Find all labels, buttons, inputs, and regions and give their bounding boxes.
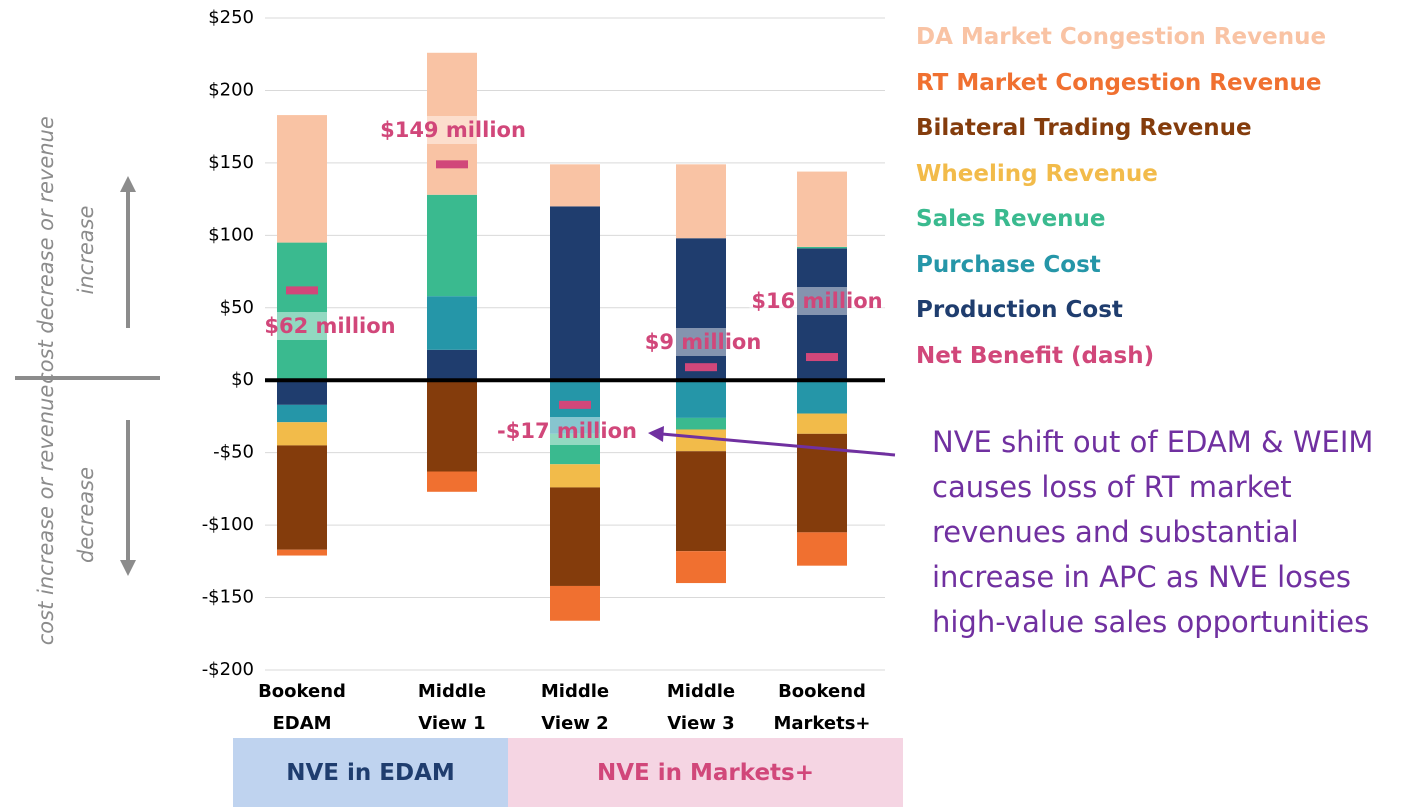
bar-segment	[797, 413, 847, 434]
group-label: NVE in EDAM	[233, 738, 508, 807]
value-label: $9 million	[645, 330, 762, 354]
bar-segment	[277, 445, 327, 550]
bar-segment	[427, 52, 477, 195]
y-tick-label: $150	[208, 152, 254, 173]
y-tick-label: -$50	[213, 442, 254, 463]
bar-segment	[550, 164, 600, 207]
bar-segment	[797, 171, 847, 247]
bar-segment	[427, 296, 477, 350]
value-label: $149 million	[380, 118, 526, 142]
legend-entry: DA Market Congestion Revenue	[916, 24, 1327, 50]
bar-segment	[427, 349, 477, 381]
bar-segment	[797, 532, 847, 566]
bar-segment	[550, 433, 600, 465]
legend-entry: Net Benefit (dash)	[916, 342, 1155, 369]
annotation: NVE shift out of EDAM & WEIM causes loss…	[932, 425, 1374, 639]
bar-segment	[550, 487, 600, 586]
x-tick-label: Middle View 2	[540, 681, 610, 734]
net-benefit-dash	[559, 400, 591, 409]
bar-segment	[277, 115, 327, 243]
y-tick-label: $100	[208, 224, 254, 245]
label-bg	[642, 328, 764, 356]
y-tick-label: -$150	[202, 587, 254, 608]
bar-segment	[277, 549, 327, 556]
axis-note: cost increase or revenue decrease	[34, 384, 98, 646]
bar-segment	[797, 380, 847, 414]
value-label: -$17 million	[497, 419, 637, 443]
bar-segment	[277, 242, 327, 381]
up-arrow-head	[120, 176, 136, 192]
legend-entry: Sales Revenue	[916, 206, 1106, 232]
annotation-arrow-head	[648, 426, 664, 442]
bar-segment	[427, 471, 477, 492]
value-label: $16 million	[751, 289, 882, 313]
bar-segment	[797, 246, 847, 249]
bar-segment	[550, 585, 600, 621]
legend-entry: Wheeling Revenue	[916, 160, 1158, 187]
value-label: $62 million	[264, 314, 395, 338]
bar-segment	[277, 380, 327, 405]
bar-segment	[676, 164, 726, 239]
bar-segment	[277, 422, 327, 446]
net-benefit-dash	[806, 353, 838, 362]
x-tick-label: Middle View 1	[417, 681, 487, 734]
down-arrow-head	[120, 560, 136, 576]
label-bg	[749, 287, 885, 315]
y-tick-label: $0	[231, 369, 254, 390]
y-tick-label: $200	[208, 79, 254, 100]
label-bg	[378, 116, 528, 144]
legend-entry: Production Cost	[916, 297, 1123, 323]
y-tick-label: -$200	[202, 659, 254, 680]
bar-segment	[676, 451, 726, 552]
y-tick-label: $50	[220, 297, 254, 318]
y-tick-label: $250	[208, 7, 254, 28]
bar-segment	[427, 194, 477, 297]
x-tick-label: Bookend Markets+	[773, 681, 871, 734]
group-label: NVE in Markets+	[508, 738, 903, 807]
bar-segment	[550, 206, 600, 381]
net-benefit-dash	[436, 160, 468, 169]
y-tick-label: -$100	[202, 514, 254, 535]
bar-segment	[277, 404, 327, 423]
label-bg	[495, 417, 639, 445]
annotation-arrow	[661, 432, 896, 457]
net-benefit-dash	[286, 286, 318, 295]
axis-note: cost decrease or revenue increase	[34, 116, 98, 384]
bar-segment	[676, 551, 726, 584]
label-bg	[262, 312, 398, 340]
bar-segment	[676, 238, 726, 381]
x-tick-label: Bookend EDAM	[258, 681, 346, 734]
legend-entry: RT Market Congestion Revenue	[916, 69, 1322, 96]
bar-segment	[676, 417, 726, 430]
net-benefit-dash	[685, 363, 717, 372]
legend-entry: Bilateral Trading Revenue	[916, 115, 1252, 141]
bar-segment	[676, 380, 726, 418]
legend-entry: Purchase Cost	[916, 251, 1101, 278]
bar-segment	[427, 380, 477, 472]
x-tick-label: Middle View 3	[666, 681, 736, 734]
bar-segment	[550, 464, 600, 488]
